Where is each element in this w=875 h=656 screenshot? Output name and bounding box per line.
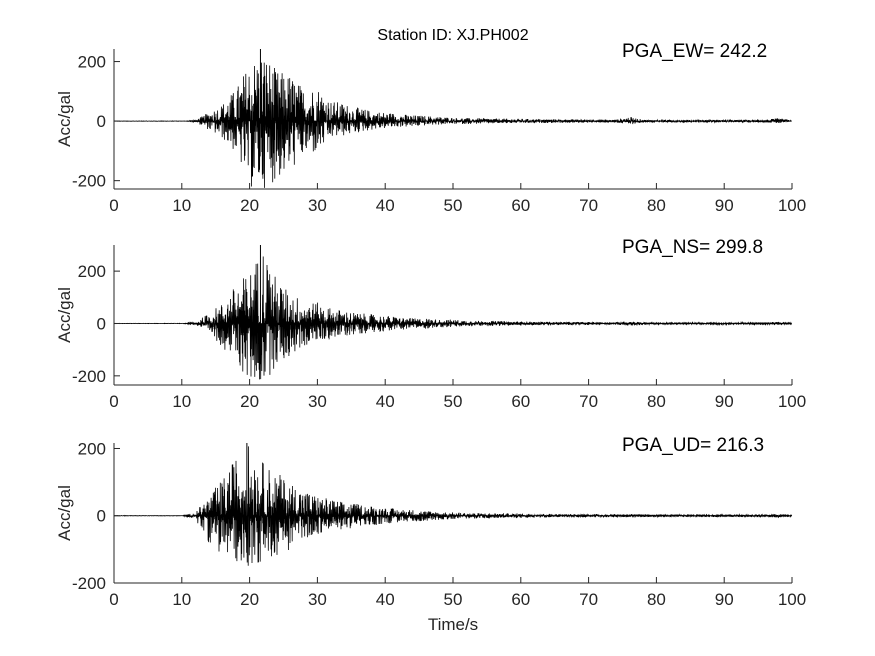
y-tick-label: -200 — [72, 172, 106, 191]
y-tick-label: -200 — [72, 574, 106, 593]
pga-annotation-ud: PGA_UD= 216.3 — [622, 435, 764, 456]
x-tick-label: 20 — [240, 590, 259, 609]
y-axis-label: Acc/gal — [55, 485, 74, 541]
x-tick-label: 20 — [240, 196, 259, 215]
x-tick-label: 100 — [778, 392, 806, 411]
x-tick-label: 30 — [308, 590, 327, 609]
x-tick-label: 90 — [715, 590, 734, 609]
pga-annotation-ew: PGA_EW= 242.2 — [622, 41, 767, 62]
figure-title: Station ID: XJ.PH002 — [377, 27, 528, 44]
x-tick-label: 70 — [579, 196, 598, 215]
x-tick-label: 100 — [778, 590, 806, 609]
x-tick-label: 10 — [172, 196, 191, 215]
trace-line-ns — [113, 256, 793, 380]
y-tick-label: 200 — [78, 262, 106, 281]
subplot-ud: 0 10 20 30 40 50 60 70 80 90 100-2000200Acc/galPGA… — [55, 435, 806, 609]
x-tick-label: 100 — [778, 196, 806, 215]
y-tick-label: 0 — [97, 112, 106, 131]
x-tick-label: 40 — [376, 392, 395, 411]
x-tick-label: 80 — [647, 590, 666, 609]
x-tick-label: 0 — [109, 392, 118, 411]
y-tick-label: 0 — [97, 314, 106, 333]
x-tick-label: 0 — [109, 590, 118, 609]
subplot-ns: 0 10 20 30 40 50 60 70 80 90 100-2000200Acc/galPGA… — [55, 237, 806, 411]
subplot-ew: 0 10 20 30 40 50 60 70 80 90 100-2000200Acc/galPGA… — [55, 41, 806, 215]
x-axis-label: Time/s — [428, 615, 478, 634]
y-tick-label: 200 — [78, 439, 106, 458]
y-axis-label: Acc/gal — [55, 91, 74, 147]
y-tick-label: 0 — [97, 507, 106, 526]
x-tick-label: 60 — [511, 590, 530, 609]
x-tick-label: 10 — [172, 392, 191, 411]
x-tick-label: 90 — [715, 196, 734, 215]
trace-line-ud — [113, 446, 793, 566]
x-tick-label: 80 — [647, 196, 666, 215]
x-tick-label: 40 — [376, 196, 395, 215]
x-tick-label: 60 — [511, 196, 530, 215]
x-tick-label: 0 — [109, 196, 118, 215]
x-tick-label: 90 — [715, 392, 734, 411]
y-tick-label: -200 — [72, 367, 106, 386]
trace-line-ew — [113, 62, 792, 188]
x-tick-label: 30 — [308, 196, 327, 215]
x-tick-label: 50 — [444, 196, 463, 215]
x-tick-label: 50 — [444, 590, 463, 609]
pga-annotation-ns: PGA_NS= 299.8 — [622, 237, 763, 258]
x-tick-label: 30 — [308, 392, 327, 411]
x-tick-label: 70 — [579, 590, 598, 609]
x-tick-label: 10 — [172, 590, 191, 609]
x-tick-label: 70 — [579, 392, 598, 411]
x-tick-label: 60 — [511, 392, 530, 411]
x-tick-label: 40 — [376, 590, 395, 609]
x-tick-label: 50 — [444, 392, 463, 411]
x-tick-label: 20 — [240, 392, 259, 411]
y-axis-label: Acc/gal — [55, 287, 74, 343]
y-tick-label: 200 — [78, 53, 106, 72]
x-tick-label: 80 — [647, 392, 666, 411]
